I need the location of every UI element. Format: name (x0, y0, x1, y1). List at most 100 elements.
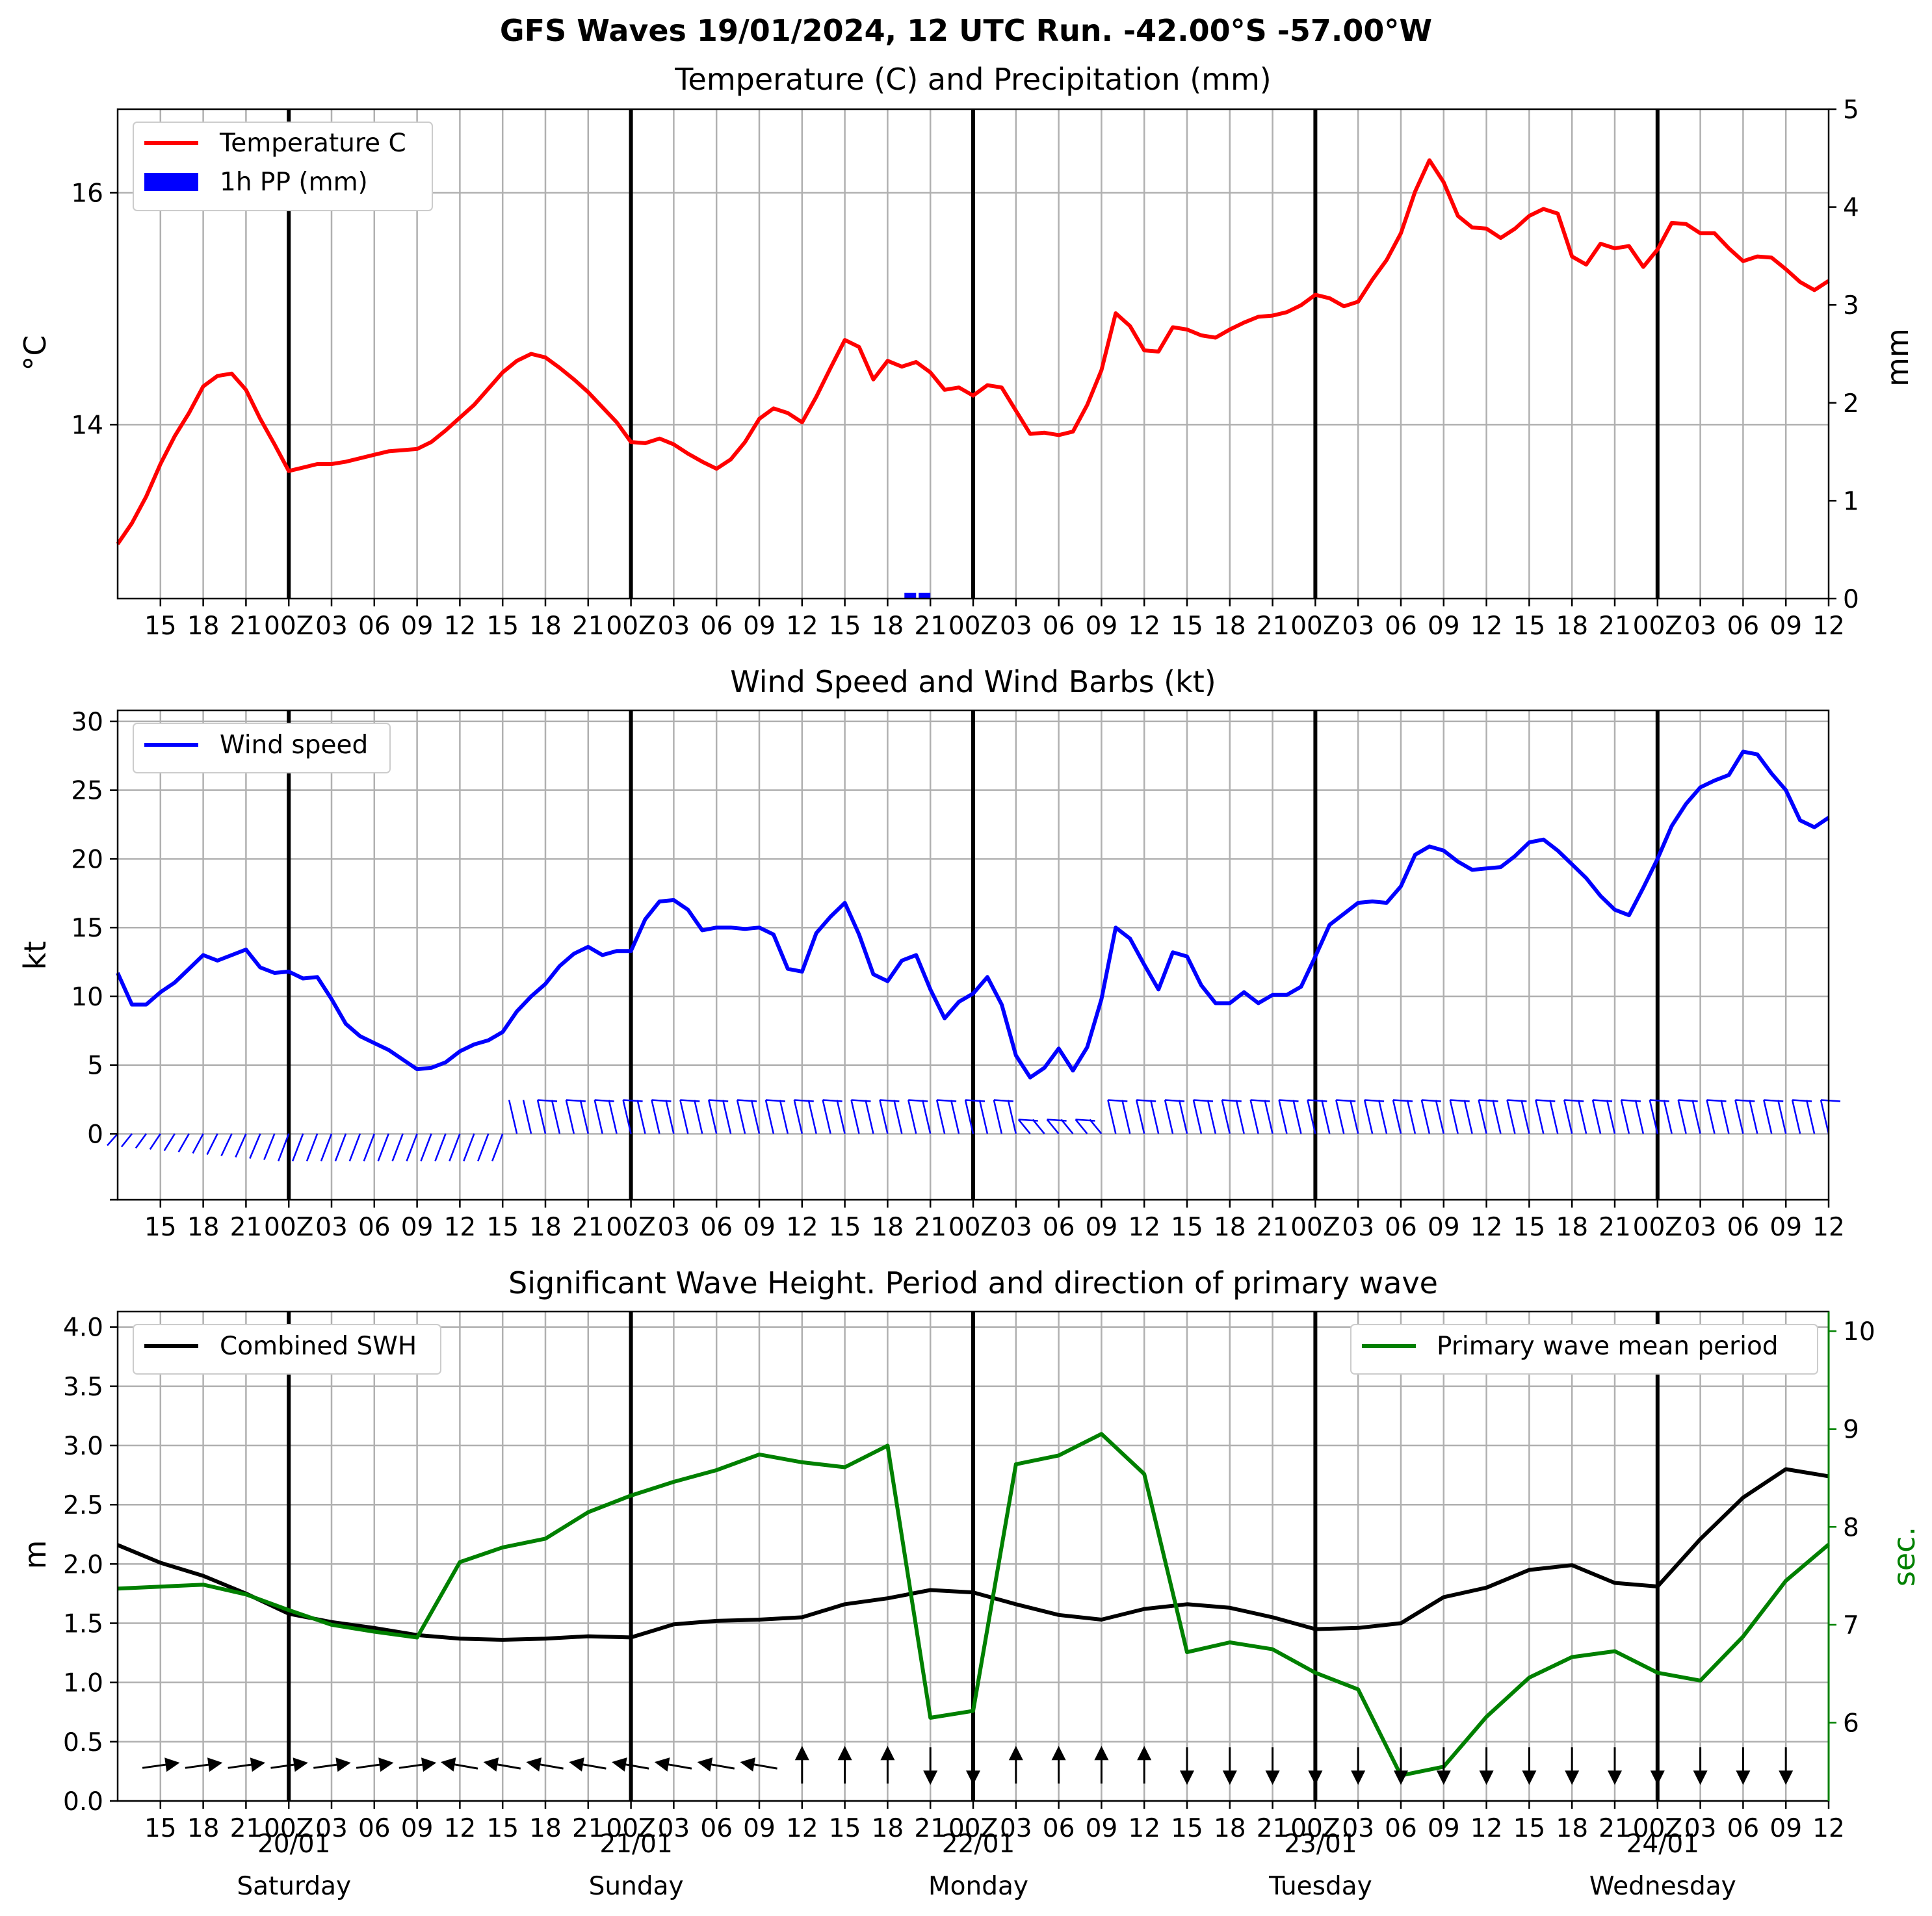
xtick-label: 03 (658, 1814, 690, 1843)
xtick-label: 15 (1513, 1213, 1546, 1242)
xtick-label: 06 (700, 1213, 733, 1242)
wind-barb-flag (1075, 1119, 1095, 1122)
wind-barb (935, 1100, 946, 1134)
xtick-label: 03 (658, 1213, 690, 1242)
wind-barb (291, 1133, 304, 1161)
wind-barb-flag (1649, 1099, 1669, 1102)
wind-barb-flag (1364, 1099, 1385, 1102)
wind-barb (993, 1100, 1003, 1134)
xtick-label: 06 (358, 612, 391, 641)
wave-direction-arrow (923, 1747, 938, 1785)
xtick-label: 12 (1812, 612, 1845, 641)
panel3-legend-swh-box (133, 1324, 441, 1375)
arrow-head (164, 1757, 180, 1772)
xtick-label: 18 (187, 1814, 220, 1843)
wind-barb (1691, 1100, 1701, 1134)
weekday-label: Sunday (589, 1872, 684, 1901)
wave-direction-arrow (526, 1757, 564, 1772)
wind-barb (608, 1100, 618, 1134)
ytick-right-label: 2 (1843, 389, 1859, 419)
wind-barb (163, 1133, 176, 1152)
arrow-head (1693, 1770, 1708, 1785)
xtick-label: 09 (401, 612, 434, 641)
wind-barb (1506, 1100, 1516, 1134)
wind-barb-flag (680, 1099, 700, 1102)
wind-barb (320, 1133, 333, 1161)
wind-barb (1164, 1100, 1174, 1134)
wind-barb-flag (880, 1099, 900, 1102)
swh-line (116, 1467, 1829, 1642)
xtick-label: 00Z (1633, 1814, 1682, 1843)
panel3-ylabel-right: sec. (1886, 1527, 1922, 1586)
weekday-label: Monday (928, 1872, 1028, 1901)
wind-barb-flag (1478, 1099, 1498, 1102)
wind-barb (1321, 1100, 1331, 1134)
wind-barb-flag (1108, 1099, 1128, 1102)
wind-barb-flag (1450, 1099, 1470, 1102)
arrow-head (1436, 1770, 1451, 1785)
date-label: 22/01 (942, 1830, 1015, 1859)
wind-barb (893, 1100, 903, 1134)
wind-barb-flag (1250, 1099, 1270, 1102)
wind-barb (1634, 1100, 1645, 1134)
wave-direction-arrow (1693, 1747, 1708, 1785)
xtick-label: 00Z (948, 612, 998, 641)
wind-barb (306, 1133, 319, 1161)
wind-barb (750, 1100, 761, 1134)
wind-barb-flag (1136, 1099, 1156, 1102)
wind-barb-flag (1678, 1099, 1698, 1102)
wind-barb-flag (1221, 1099, 1242, 1102)
legend-swh-label: Combined SWH (220, 1332, 417, 1361)
xtick-label: 09 (401, 1814, 434, 1843)
ytick-label: 14 (71, 411, 103, 440)
wind-barb-flag (1507, 1099, 1527, 1102)
xtick-label: 15 (829, 612, 861, 641)
wave-direction-arrow (1736, 1747, 1751, 1785)
arrow-head (794, 1746, 809, 1761)
wind-barb (1264, 1100, 1273, 1134)
wave-direction-arrow (1650, 1747, 1665, 1785)
xtick-label: 09 (1769, 1814, 1802, 1843)
legend-temp-label: Temperature C (219, 129, 406, 158)
wind-barb (764, 1100, 775, 1134)
wind-barb (694, 1100, 703, 1134)
wind-barb-flag (794, 1099, 814, 1102)
wave-direction-arrow (1779, 1747, 1794, 1785)
xtick-label: 00Z (264, 1213, 313, 1242)
date-label: 20/01 (257, 1830, 330, 1859)
arrow-head (1008, 1746, 1023, 1761)
xtick-label: 15 (829, 1814, 861, 1843)
wind-barb-flag (1018, 1119, 1038, 1122)
wind-barb (177, 1133, 190, 1153)
xtick-label: 18 (1214, 1814, 1246, 1843)
wind-barb (651, 1100, 660, 1134)
arrow-head (1051, 1746, 1066, 1761)
xtick-label: 03 (1342, 612, 1374, 641)
wind-barb (420, 1133, 432, 1161)
xtick-label: 00Z (1290, 612, 1340, 641)
xtick-label: 15 (144, 1213, 177, 1242)
wind-barb-flag (1764, 1099, 1784, 1102)
xtick-label: 06 (1727, 612, 1760, 641)
wind-barb (1777, 1100, 1787, 1134)
xtick-label: 18 (1214, 1213, 1246, 1242)
wind-barb-flag (1279, 1099, 1299, 1102)
wind-barb (665, 1100, 675, 1134)
weekday-label: Wednesday (1589, 1872, 1736, 1901)
xtick-label: 18 (1556, 1814, 1588, 1843)
xtick-label: 00Z (948, 1213, 998, 1242)
wind-barb (391, 1133, 404, 1161)
xtick-label: 18 (872, 1213, 904, 1242)
ytick-label: 16 (71, 179, 103, 208)
xtick-label: 15 (1171, 1814, 1203, 1843)
wind-barb (1734, 1100, 1744, 1134)
xtick-label: 06 (358, 1213, 391, 1242)
wind-barb-flag (566, 1099, 586, 1102)
wind-barb-flag (1307, 1099, 1327, 1102)
legend-precip-label: 1h PP (mm) (220, 168, 368, 197)
wind-barb (434, 1133, 447, 1161)
wave-direction-arrow (185, 1757, 223, 1772)
ytick-label: 4.0 (63, 1314, 103, 1343)
wind-barb (522, 1100, 532, 1134)
arrow-head (569, 1757, 584, 1772)
